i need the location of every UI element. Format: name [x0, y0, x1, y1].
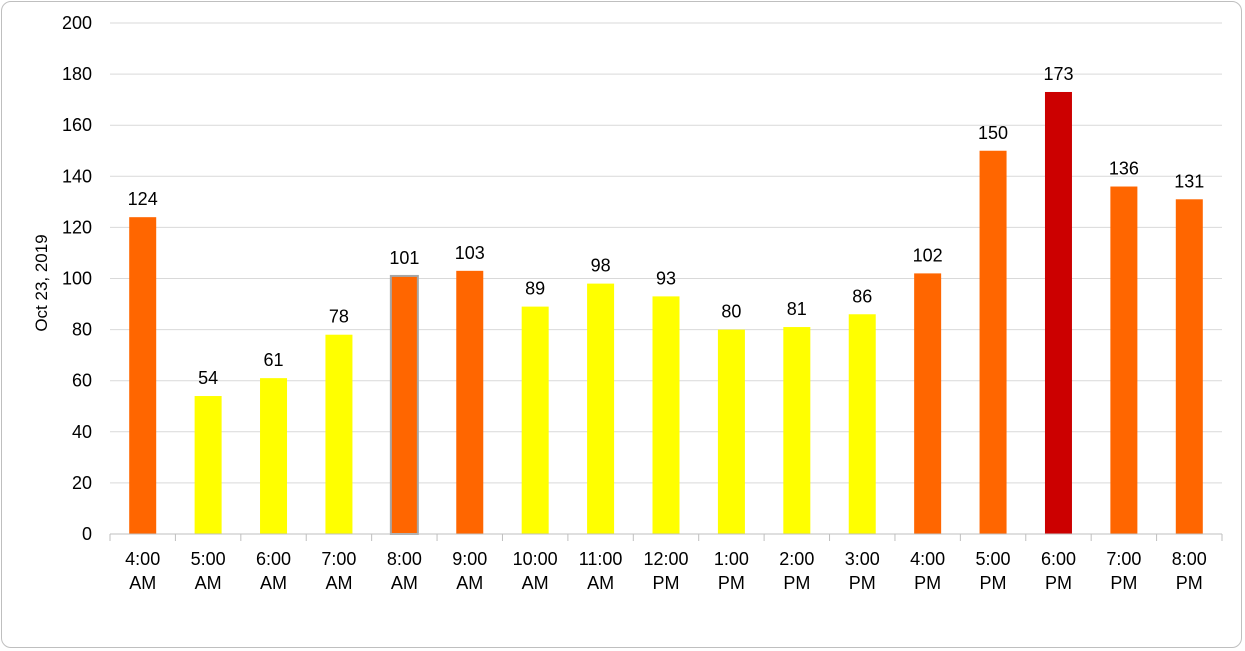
x-tick-label: 10:00: [513, 549, 558, 569]
bar: [783, 327, 811, 534]
data-label: 54: [198, 368, 218, 388]
x-tick-label: AM: [325, 573, 352, 593]
x-tick-label: PM: [914, 573, 941, 593]
bar: [260, 378, 288, 534]
x-tick-label: AM: [456, 573, 483, 593]
bar: [1110, 186, 1138, 534]
data-label: 103: [455, 243, 485, 263]
data-label: 61: [264, 350, 284, 370]
x-tick-label: AM: [522, 573, 549, 593]
bar: [979, 150, 1007, 534]
x-tick-label: PM: [1176, 573, 1203, 593]
y-tick-label: 60: [72, 371, 92, 391]
x-tick-label: AM: [587, 573, 614, 593]
x-tick-label: 12:00: [643, 549, 688, 569]
y-tick-label: 80: [72, 320, 92, 340]
data-label: 102: [913, 245, 943, 265]
x-axis: 4:00 AM 5:00 AM 6:00 AM 7:00 AM 8:00 AM 9:00 AM 10:0…: [109, 533, 1223, 593]
y-tick-label: 180: [62, 64, 92, 84]
bar: [717, 329, 745, 534]
x-tick-label: AM: [260, 573, 287, 593]
y-axis-ticks: 0 20 40 60 80 100 120 140 160 180 200: [62, 13, 92, 544]
data-labels: 124 54 61 78 101 103 89 98 93 80 81 86 102 150 173 136 1…: [128, 64, 1205, 388]
y-tick-label: 0: [82, 524, 92, 544]
data-label: 150: [978, 123, 1008, 143]
bars: [129, 91, 1203, 535]
bar: [389, 274, 419, 535]
bar: [325, 334, 353, 534]
bar: [1175, 199, 1203, 535]
data-label: 86: [852, 286, 872, 306]
y-tick-label: 160: [62, 115, 92, 135]
x-tick-label: AM: [129, 573, 156, 593]
y-tick-label: 200: [62, 13, 92, 33]
x-tick-label: 5:00: [191, 549, 226, 569]
x-tick-label: 11:00: [579, 549, 623, 569]
y-tick-label: 100: [62, 269, 92, 289]
bar: [848, 314, 876, 534]
x-tick-label: PM: [1045, 573, 1072, 593]
x-tick-label: AM: [391, 573, 418, 593]
bar: [129, 217, 157, 534]
data-label: 131: [1174, 171, 1204, 191]
x-tick-label: 8:00: [1172, 549, 1207, 569]
y-tick-label: 140: [62, 166, 92, 186]
x-tick-label: 2:00: [779, 549, 814, 569]
y-tick-label: 20: [72, 473, 92, 493]
y-axis-label: Oct 23, 2019: [32, 234, 51, 331]
x-tick-label: 8:00: [387, 549, 422, 569]
x-tick-label: PM: [1110, 573, 1137, 593]
x-tick-label: PM: [653, 573, 680, 593]
y-tick-label: 120: [62, 217, 92, 237]
data-label: 136: [1109, 159, 1139, 179]
data-label: 101: [389, 248, 419, 268]
x-tick-label: 4:00: [125, 549, 160, 569]
data-label: 124: [128, 189, 158, 209]
x-tick-label: PM: [783, 573, 810, 593]
data-label: 81: [787, 299, 807, 319]
x-tick-label: 5:00: [976, 549, 1011, 569]
data-label: 78: [329, 307, 349, 327]
x-tick-label: 7:00: [321, 549, 356, 569]
x-tick-label: 7:00: [1106, 549, 1141, 569]
x-tick-label: PM: [980, 573, 1007, 593]
bar: [456, 270, 484, 534]
x-tick-label: 6:00: [256, 549, 291, 569]
x-tick-label: 4:00: [910, 549, 945, 569]
bar: [652, 296, 680, 534]
data-label: 93: [656, 268, 676, 288]
x-tick-label: PM: [849, 573, 876, 593]
data-label: 173: [1043, 64, 1073, 84]
data-label: 80: [721, 302, 741, 322]
bar: [1044, 91, 1072, 535]
bar: [194, 396, 222, 534]
x-tick-label: 3:00: [845, 549, 880, 569]
x-tick-label: AM: [195, 573, 222, 593]
bar: [914, 273, 942, 534]
gridlines: [110, 22, 1222, 484]
x-tick-label: 6:00: [1041, 549, 1076, 569]
x-tick-label: 1:00: [714, 549, 749, 569]
data-label: 98: [591, 256, 611, 276]
bar: [587, 283, 615, 534]
y-tick-label: 40: [72, 422, 92, 442]
data-label: 89: [525, 279, 545, 299]
x-tick-label: PM: [718, 573, 745, 593]
x-tick-label: 9:00: [452, 549, 487, 569]
bar: [521, 306, 549, 534]
